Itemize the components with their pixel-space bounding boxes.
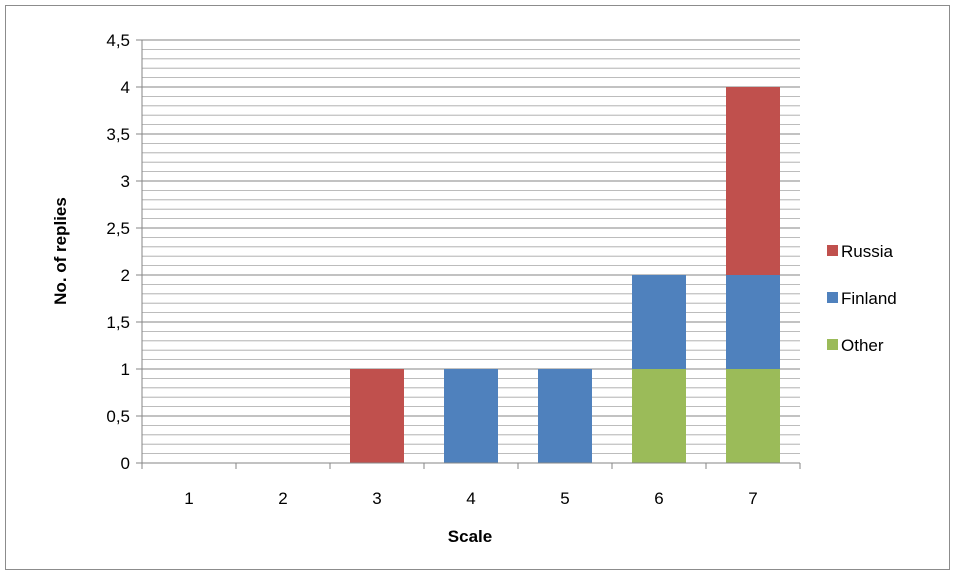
y-tick-label: 4 [121, 78, 130, 97]
bar-finland-5 [538, 369, 592, 463]
axes [136, 39, 801, 469]
x-tick-label: 7 [748, 489, 757, 508]
y-tick-label: 2 [121, 266, 130, 285]
legend: Russia Finland Other [827, 242, 897, 355]
y-tick-label: 3,5 [106, 125, 130, 144]
x-axis-title: Scale [448, 527, 492, 546]
legend-label-russia: Russia [841, 242, 894, 261]
y-tick-labels: 0 0,5 1 1,5 2 2,5 3 3,5 4 4,5 [106, 31, 130, 473]
legend-label-other: Other [841, 336, 884, 355]
bar-russia-3 [350, 369, 404, 463]
chart-frame [5, 5, 950, 570]
legend-swatch-other [827, 339, 838, 350]
x-tick-label: 1 [184, 489, 193, 508]
bar-other-6 [632, 369, 686, 463]
bar-finland-4 [444, 369, 498, 463]
x-tick-label: 6 [654, 489, 663, 508]
bar-other-7 [726, 369, 780, 463]
y-tick-label: 2,5 [106, 219, 130, 238]
y-axis-title: No. of replies [51, 197, 70, 305]
bar-finland-7 [726, 275, 780, 369]
y-tick-label: 1,5 [106, 313, 130, 332]
y-tick-label: 3 [121, 172, 130, 191]
legend-swatch-russia [827, 245, 838, 256]
x-tick-label: 4 [466, 489, 475, 508]
y-tick-label: 4,5 [106, 31, 130, 50]
x-tick-labels: 1 2 3 4 5 6 7 [184, 489, 757, 508]
bar-finland-6 [632, 275, 686, 369]
legend-label-finland: Finland [841, 289, 897, 308]
x-tick-label: 3 [372, 489, 381, 508]
legend-swatch-finland [827, 292, 838, 303]
y-tick-label: 1 [121, 360, 130, 379]
y-tick-label: 0 [121, 454, 130, 473]
bar-russia-7 [726, 87, 780, 275]
x-tick-label: 2 [278, 489, 287, 508]
y-tick-label: 0,5 [106, 407, 130, 426]
x-tick-label: 5 [560, 489, 569, 508]
bars [350, 87, 780, 463]
